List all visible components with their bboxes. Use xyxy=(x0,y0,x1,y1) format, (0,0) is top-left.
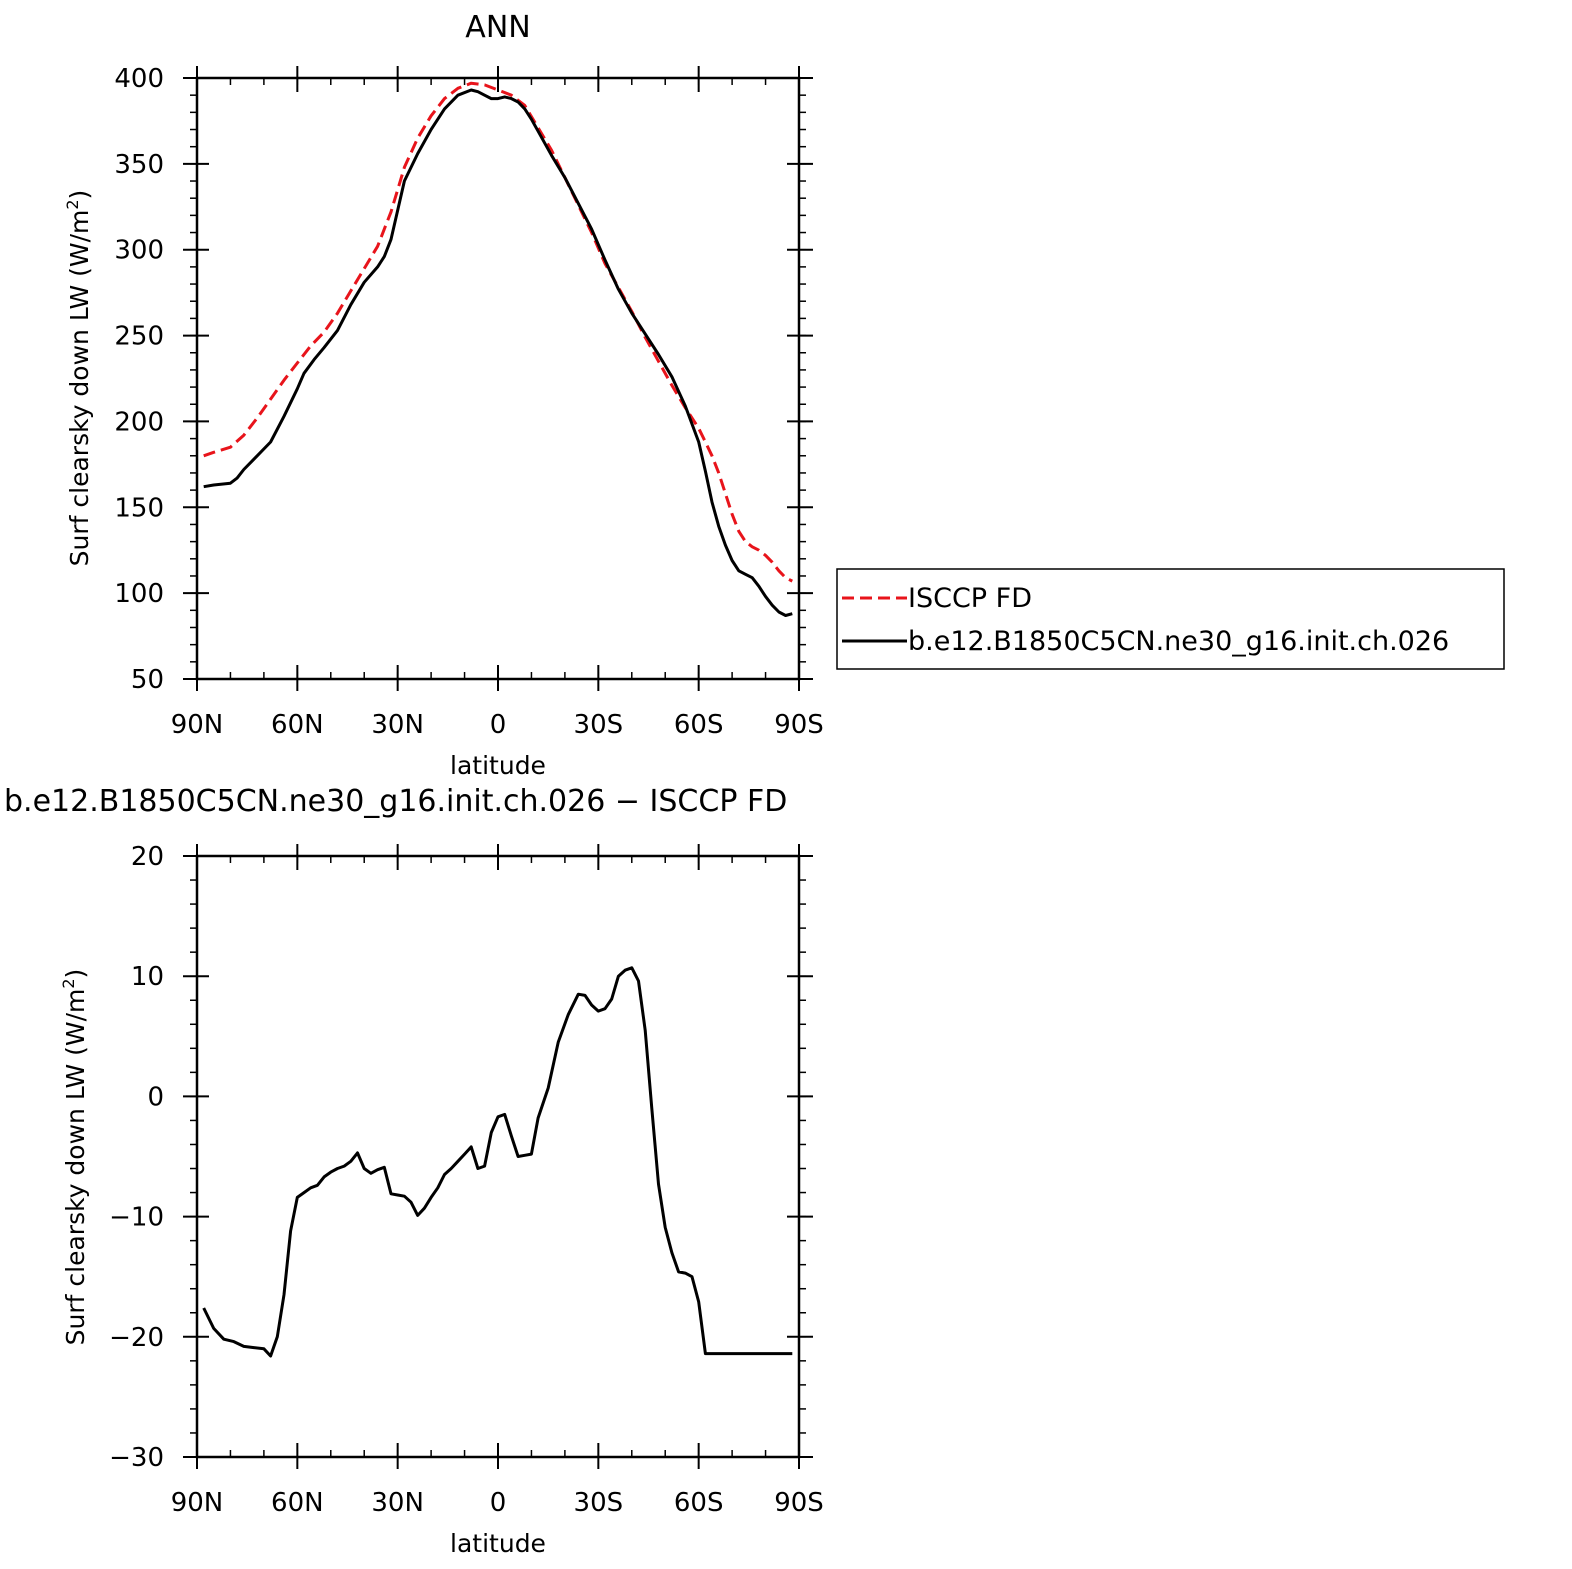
x-tick-label: 30S xyxy=(574,710,624,740)
top-panel-frame xyxy=(195,76,801,681)
bottom-panel-y-axis-label-main: Surf clearsky down LW (W/m xyxy=(61,989,90,1346)
bottom-panel: b.e12.B1850C5CN.ne30_g16.init.ch.026 − I… xyxy=(4,784,824,1558)
y-tick-label: 250 xyxy=(114,322,164,352)
top-series-line-2 xyxy=(203,88,793,617)
y-tick-label: 350 xyxy=(114,150,164,180)
top-panel-ticks xyxy=(183,66,813,691)
bottom-panel-y-axis-label-sup: 2 xyxy=(59,978,78,988)
top-panel-x-axis-label: latitude xyxy=(450,751,546,780)
x-tick-label: 0 xyxy=(490,710,507,740)
x-tick-label: 90S xyxy=(774,710,824,740)
bottom-panel-tick-labels: 90N 60N 30N 0 30S 60S 90S −30 −20 −10 0 10 20 xyxy=(109,842,824,1518)
bottom-panel-y-axis-label-close: ) xyxy=(61,969,90,979)
y-tick-label: −20 xyxy=(109,1323,164,1353)
x-tick-label: 60N xyxy=(271,710,324,740)
y-tick-label: 100 xyxy=(114,579,164,609)
bottom-panel-frame xyxy=(195,854,801,1459)
bottom-panel-y-axis-label: Surf clearsky down LW (W/m2) xyxy=(59,969,90,1346)
bottom-panel-title: b.e12.B1850C5CN.ne30_g16.init.ch.026 − I… xyxy=(4,784,787,819)
y-tick-label: −10 xyxy=(109,1203,164,1233)
y-tick-label: 10 xyxy=(131,962,164,992)
x-tick-label: 0 xyxy=(490,1488,507,1518)
x-tick-label: 60S xyxy=(674,710,724,740)
legend-box xyxy=(836,568,1505,670)
top-series-line-1 xyxy=(203,81,793,583)
top-panel-y-axis-label-sup: 2 xyxy=(63,199,82,209)
x-tick-label: 30S xyxy=(574,1488,624,1518)
top-panel-series xyxy=(203,81,793,617)
bottom-panel-x-axis-label: latitude xyxy=(450,1529,546,1558)
y-tick-label: 400 xyxy=(114,64,164,94)
legend-label-isccp-fd: ISCCP FD xyxy=(908,583,1032,614)
bottom-panel-series xyxy=(202,966,793,1358)
legend: ISCCP FD b.e12.B1850C5CN.ne30_g16.init.c… xyxy=(836,568,1505,670)
y-tick-label: 20 xyxy=(131,842,164,872)
top-panel-tick-labels: 90N 60N 30N 0 30S 60S 90S 50 100 150 200 250 300 350 4… xyxy=(114,64,823,740)
x-tick-label: 60N xyxy=(271,1488,324,1518)
top-panel-y-axis-label-main: Surf clearsky down LW (W/m xyxy=(65,210,94,567)
bottom-series-line-1 xyxy=(202,966,793,1358)
legend-label-model: b.e12.B1850C5CN.ne30_g16.init.ch.026 xyxy=(908,626,1449,657)
top-panel: ANN 90N 60N 30N 0 30S 60S 90S 50 100 150 200 250 300… xyxy=(63,10,824,780)
y-tick-label: 50 xyxy=(131,665,164,695)
x-tick-label: 30N xyxy=(371,1488,424,1518)
x-tick-label: 30N xyxy=(371,710,424,740)
top-panel-title: ANN xyxy=(465,10,530,45)
y-tick-label: 200 xyxy=(114,407,164,437)
x-tick-label: 60S xyxy=(674,1488,724,1518)
y-tick-label: 150 xyxy=(114,493,164,523)
x-tick-label: 90N xyxy=(171,710,224,740)
x-tick-label: 90N xyxy=(171,1488,224,1518)
y-tick-label: 0 xyxy=(147,1082,164,1112)
x-tick-label: 90S xyxy=(774,1488,824,1518)
y-tick-label: 300 xyxy=(114,236,164,266)
top-panel-y-axis-label: Surf clearsky down LW (W/m2) xyxy=(63,190,94,567)
y-tick-label: −30 xyxy=(109,1443,164,1473)
bottom-panel-ticks xyxy=(183,844,813,1469)
top-panel-y-axis-label-close: ) xyxy=(65,190,94,200)
